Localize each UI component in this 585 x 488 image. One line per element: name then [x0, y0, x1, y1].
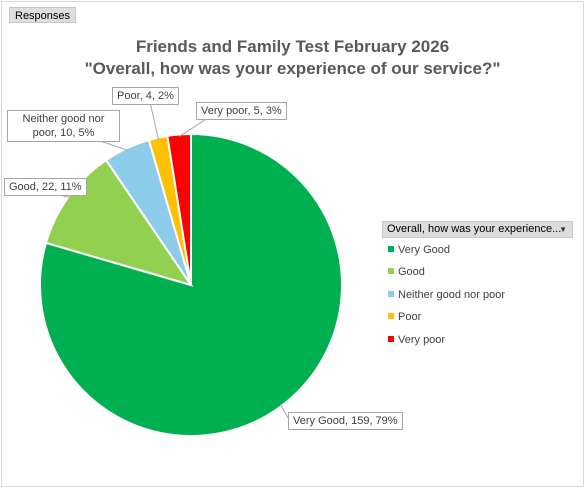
- data-label-poor: Poor, 4, 2%: [112, 87, 179, 105]
- legend-label-poor: Poor: [398, 311, 422, 323]
- legend-label-very-poor: Very poor: [398, 334, 446, 346]
- pie-slice-very-poor: [166, 132, 192, 286]
- legend-swatch-very-good: [388, 246, 394, 252]
- leader-line-poor: [149, 101, 159, 140]
- legend-item-very-poor: Very poor: [388, 333, 445, 347]
- leader-line-neither-good-nor-poor: [99, 140, 128, 151]
- data-label-very-good: Very Good, 159, 79%: [288, 412, 403, 430]
- legend-item-neither-good-nor-poor: Neither good nor poor: [388, 288, 505, 302]
- legend-item-poor: Poor: [388, 310, 421, 324]
- chart-title-line-1: Friends and Family Test February 2026: [135, 37, 450, 56]
- chart-title-line-2: "Overall, how was your experience of our…: [84, 59, 501, 78]
- data-label-good: Good, 22, 11%: [4, 178, 87, 196]
- data-label-very-poor: Very poor, 5, 3%: [196, 102, 287, 120]
- leader-line-very-poor: [179, 117, 209, 137]
- legend-item-very-good: Very Good: [388, 243, 450, 257]
- chart-title: Friends and Family Test February 2026 "O…: [0, 36, 585, 80]
- data-label-neither-text: Neither good nor poor, 10, 5%: [22, 113, 105, 139]
- data-label-neither-good-nor-poor: Neither good nor poor, 10, 5%: [7, 110, 120, 142]
- legend-label-very-good: Very Good: [398, 244, 450, 256]
- responses-field-button[interactable]: Responses: [9, 7, 77, 23]
- legend-swatch-neither-good-nor-poor: [388, 291, 394, 297]
- legend-swatch-very-poor: [388, 336, 394, 342]
- legend-swatch-good: [388, 268, 394, 274]
- legend-item-good: Good: [388, 265, 425, 279]
- legend-swatch-poor: [388, 313, 394, 319]
- legend-label-neither-good-nor-poor: Neither good nor poor: [398, 289, 506, 301]
- legend-filter-button[interactable]: Overall, how was your experience... ▼: [382, 221, 573, 238]
- legend-header-label: Overall, how was your experience...: [387, 223, 562, 235]
- dropdown-arrow-icon[interactable]: ▼: [559, 225, 567, 234]
- legend-label-good: Good: [398, 266, 425, 278]
- leader-line-very-good: [280, 403, 289, 419]
